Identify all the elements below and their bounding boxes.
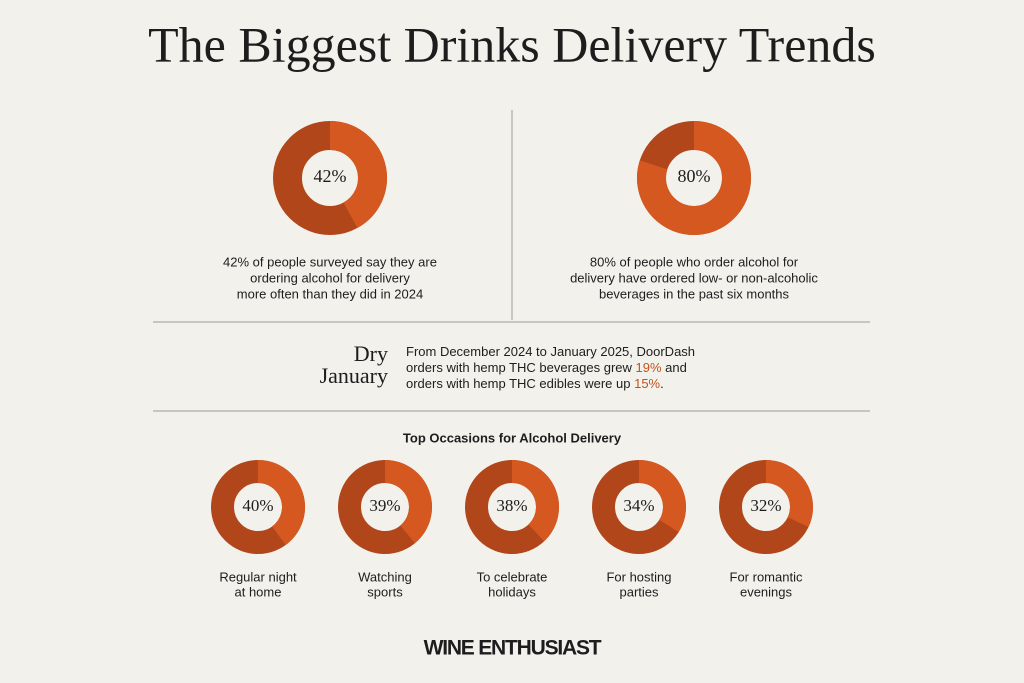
donut-segment	[511, 460, 559, 542]
caption: holidays	[488, 584, 536, 599]
caption: beverages in the past six months	[599, 286, 790, 301]
caption: more often than they did in 2024	[237, 286, 423, 301]
donut-segment	[638, 460, 686, 533]
text-segment: and	[662, 360, 687, 375]
text-segment: From December 2024 to January 2025, Door…	[406, 344, 695, 359]
value-label: 34%	[623, 496, 654, 515]
value-label: 80%	[678, 166, 711, 186]
text-segment: orders with hemp THC beverages grew	[406, 360, 636, 375]
donut-segment	[765, 460, 813, 528]
dry-january-text: orders with hemp THC beverages grew 19% …	[406, 360, 687, 375]
caption: Watching	[358, 569, 412, 584]
highlight: 15%	[634, 376, 660, 391]
text-segment: orders with hemp THC edibles were up	[406, 376, 634, 391]
value-label: 42%	[314, 166, 347, 186]
logo: WINE ENTHUSIAST	[424, 637, 602, 660]
dry-january-heading: January	[320, 363, 388, 388]
value-label: 40%	[242, 496, 273, 515]
caption: 80% of people who order alcohol for	[590, 254, 799, 269]
caption: sports	[367, 584, 403, 599]
caption: Regular night	[219, 569, 297, 584]
section-heading: Top Occasions for Alcohol Delivery	[403, 430, 622, 445]
caption: evenings	[740, 584, 793, 599]
value-label: 39%	[369, 496, 400, 515]
caption: parties	[619, 584, 659, 599]
donut-segment	[637, 121, 751, 235]
dry-january-text: From December 2024 to January 2025, Door…	[406, 344, 695, 359]
dry-january-heading: Dry	[354, 341, 388, 366]
value-label: 32%	[750, 496, 781, 515]
caption: delivery have ordered low- or non-alcoho…	[570, 270, 818, 285]
highlight: 19%	[636, 360, 662, 375]
donut-segment	[257, 460, 305, 546]
value-label: 38%	[496, 496, 527, 515]
caption: For romantic	[730, 569, 803, 584]
text-segment: .	[660, 376, 664, 391]
caption: at home	[235, 584, 282, 599]
caption: ordering alcohol for delivery	[250, 270, 410, 285]
caption: 42% of people surveyed say they are	[223, 254, 437, 269]
donut-segment	[329, 121, 387, 228]
title: The Biggest Drinks Delivery Trends	[148, 16, 876, 72]
donut-segment	[384, 460, 432, 544]
dry-january-text: orders with hemp THC edibles were up 15%…	[406, 376, 664, 391]
caption: To celebrate	[477, 569, 548, 584]
caption: For hosting	[606, 569, 671, 584]
